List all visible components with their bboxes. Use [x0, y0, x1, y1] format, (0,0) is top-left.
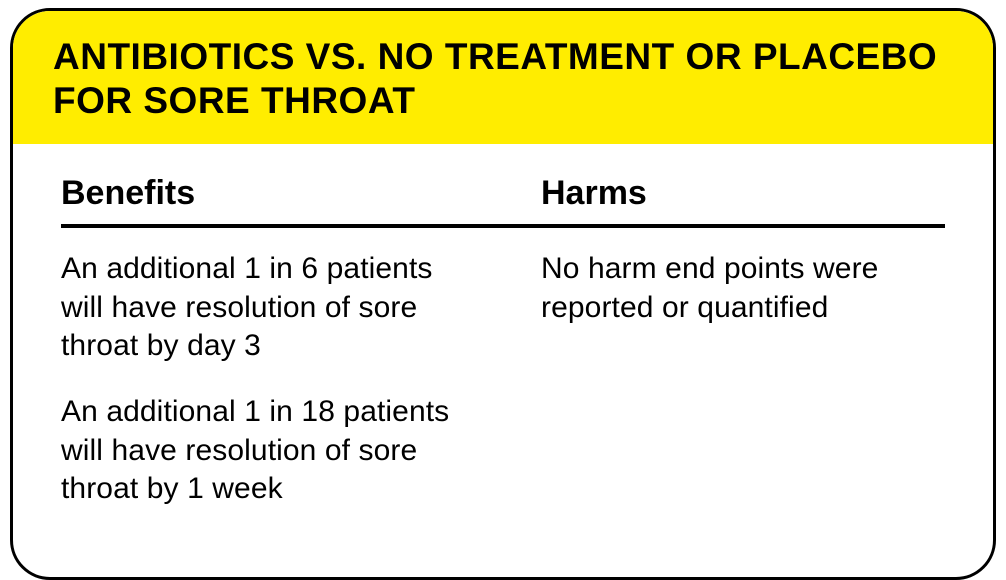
- harms-column: Harms: [535, 172, 945, 219]
- columns-content: An additional 1 in 6 patients will have …: [61, 250, 945, 536]
- harms-item: No harm end points were reported or quan…: [535, 250, 945, 327]
- divider-rule: [61, 224, 945, 228]
- benefits-column: Benefits: [61, 172, 471, 219]
- harms-heading: Harms: [535, 172, 945, 215]
- benefits-item: An additional 1 in 6 patients will have …: [61, 250, 471, 365]
- benefits-content: An additional 1 in 6 patients will have …: [61, 250, 471, 536]
- benefits-items: An additional 1 in 6 patients will have …: [61, 250, 471, 508]
- card-title: ANTIBIOTICS VS. NO TREATMENT OR PLACEBO …: [13, 11, 993, 144]
- harms-items: No harm end points were reported or quan…: [535, 250, 945, 327]
- benefits-heading: Benefits: [61, 172, 471, 215]
- summary-card: ANTIBIOTICS VS. NO TREATMENT OR PLACEBO …: [10, 8, 996, 580]
- card-body: Benefits Harms An additional 1 in 6 pati…: [13, 144, 993, 577]
- columns: Benefits Harms: [61, 172, 945, 219]
- harms-content: No harm end points were reported or quan…: [535, 250, 945, 536]
- benefits-item: An additional 1 in 18 patients will have…: [61, 393, 471, 508]
